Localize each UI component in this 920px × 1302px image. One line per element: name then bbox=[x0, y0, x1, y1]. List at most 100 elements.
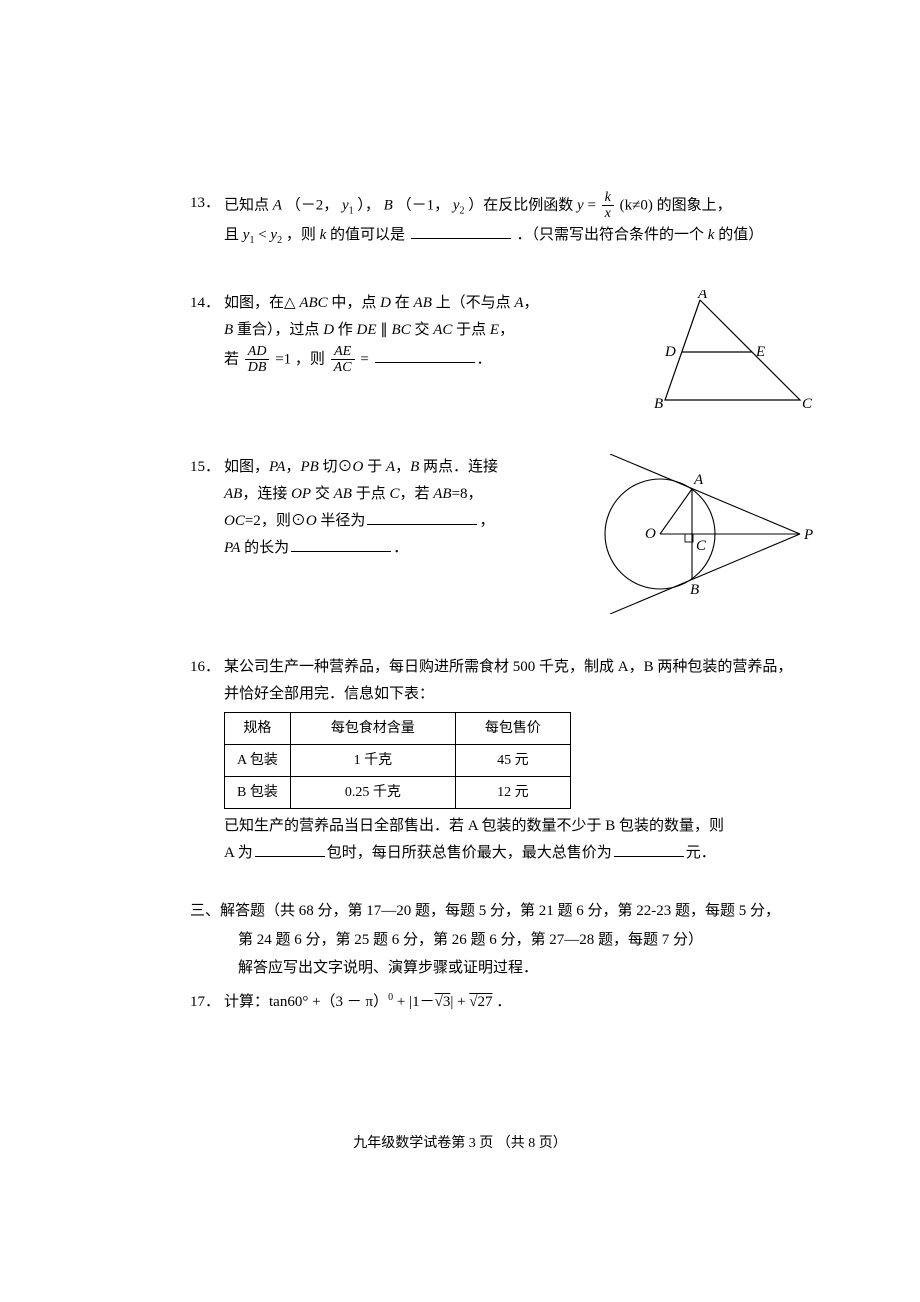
t: 如图，在 bbox=[224, 295, 284, 311]
q15-l1: 如图，PA，PB 切⊙O 于 A，B 两点．连接 bbox=[224, 454, 570, 481]
td: 12 元 bbox=[455, 777, 570, 809]
t: 包时，每日所获总售价最大，最大总售价为 bbox=[327, 845, 612, 861]
fig-label-D: D bbox=[664, 344, 676, 360]
t: D bbox=[323, 322, 334, 338]
td: A 包装 bbox=[225, 744, 291, 776]
q13-t: 的值） bbox=[718, 227, 763, 243]
t: 元． bbox=[686, 845, 716, 861]
q13-kne0: (k≠0) bbox=[620, 197, 653, 213]
fig-label-C: C bbox=[802, 396, 813, 412]
t: ， bbox=[285, 459, 300, 475]
q13-blank bbox=[411, 223, 511, 239]
q13-t: 的图象上， bbox=[657, 197, 732, 213]
t: 若 bbox=[224, 351, 239, 367]
t: AD bbox=[245, 344, 270, 360]
fig-label-A: A bbox=[697, 290, 708, 302]
q15-blank2 bbox=[291, 536, 391, 552]
t: E bbox=[490, 322, 499, 338]
t: OC bbox=[224, 513, 245, 529]
t: ， bbox=[524, 295, 539, 311]
q16-l3: 已知生产的营养品当日全部售出．若 A 包装的数量不少于 B 包装的数量，则 bbox=[190, 813, 820, 840]
q14-l3: 若 AD DB =1 ，则 AE AC = ． bbox=[190, 344, 620, 376]
q13-lt: < bbox=[258, 227, 270, 243]
question-13: 13． 已知点 A （－2， y1 ）， B （－1， y2 ）在反比例函数 y… bbox=[190, 190, 820, 250]
t: 于点 bbox=[352, 486, 390, 502]
t: ，则 bbox=[295, 351, 325, 367]
t: 计算：tan60° +（3 － π） bbox=[224, 994, 388, 1010]
t: 如图， bbox=[224, 459, 269, 475]
t: OP bbox=[291, 486, 311, 502]
t: O bbox=[353, 459, 364, 475]
t: 重合），过点 bbox=[233, 322, 323, 338]
q13-kk: k bbox=[320, 227, 327, 243]
q16-blank1 bbox=[255, 841, 325, 857]
t: ． bbox=[477, 351, 492, 367]
t: =1 bbox=[275, 351, 291, 367]
td: 1 千克 bbox=[290, 744, 455, 776]
q13-eq: = bbox=[587, 197, 599, 213]
t: 于点 bbox=[452, 322, 490, 338]
q13-x: x bbox=[602, 206, 614, 221]
t: 上（不与点 bbox=[432, 295, 515, 311]
question-17: 17． 计算：tan60° +（3 － π）0 + |1－√3| + √27 ． bbox=[190, 989, 820, 1016]
t: 两点．连接 bbox=[419, 459, 498, 475]
t: D bbox=[380, 295, 391, 311]
t: AE bbox=[331, 344, 355, 360]
q13-number: 13． bbox=[190, 190, 224, 217]
q13-y: y bbox=[577, 197, 584, 213]
q15-number: 15． bbox=[190, 454, 224, 481]
t: 27 bbox=[478, 994, 493, 1010]
q16-blank2 bbox=[614, 841, 684, 857]
q15-blank1 bbox=[367, 509, 477, 525]
sec3-l3: 解答应写出文字说明、演算步骤或证明过程． bbox=[190, 954, 820, 983]
th-price: 每包售价 bbox=[455, 712, 570, 744]
t: ABC bbox=[296, 295, 328, 311]
t: 中，点 bbox=[328, 295, 381, 311]
t: C bbox=[389, 486, 399, 502]
t: ， bbox=[479, 513, 494, 529]
t: ，则⊙ bbox=[261, 513, 306, 529]
q15-l2: AB，连接 OP 交 AB 于点 C，若 AB=8， bbox=[190, 481, 570, 508]
triangle-icon: △ bbox=[284, 295, 296, 311]
q13-t: 且 bbox=[224, 227, 243, 243]
q13-y2: y bbox=[453, 197, 460, 213]
t: B bbox=[410, 459, 419, 475]
fig-label-C: C bbox=[696, 538, 707, 554]
t: + |1－ bbox=[393, 994, 434, 1010]
fig-label-P: P bbox=[803, 527, 813, 543]
t: ∥ bbox=[377, 322, 392, 338]
page-footer: 九年级数学试卷第 3 页 （共 8 页） bbox=[0, 1132, 920, 1152]
q13-t: ，则 bbox=[286, 227, 320, 243]
q15-l3: OC=2，则⊙O 半径为， bbox=[190, 508, 570, 535]
q13-t: ）， bbox=[357, 197, 380, 213]
q14-blank bbox=[375, 347, 475, 363]
sec3-l2: 第 24 题 6 分，第 25 题 6 分，第 26 题 6 分，第 27—28… bbox=[190, 926, 820, 955]
q13-t: 的值可以是 bbox=[330, 227, 405, 243]
td: B 包装 bbox=[225, 777, 291, 809]
fig-label-B: B bbox=[690, 582, 699, 598]
t: PA bbox=[224, 540, 240, 556]
q13-frac: k x bbox=[602, 190, 614, 222]
t: AB bbox=[334, 486, 352, 502]
q13-y2s: 2 bbox=[460, 205, 465, 216]
q13-k: k bbox=[602, 190, 614, 206]
t: ， bbox=[499, 322, 514, 338]
t: DB bbox=[245, 360, 270, 375]
q14-l2: B 重合），过点 D 作 DE ∥ BC 交 AC 于点 E， bbox=[190, 317, 620, 344]
t: =8 bbox=[452, 486, 468, 502]
t: =2 bbox=[245, 513, 261, 529]
section-3-heading: 三、解答题（共 68 分，第 17—20 题，每题 5 分，第 21 题 6 分… bbox=[190, 897, 820, 983]
q14-frac1: AD DB bbox=[245, 344, 270, 376]
t: ． bbox=[393, 540, 408, 556]
q13-t: ）在反比例函数 bbox=[468, 197, 577, 213]
t: 切⊙ bbox=[319, 459, 353, 475]
t: 在 bbox=[391, 295, 414, 311]
t: BC bbox=[392, 322, 411, 338]
t: DE bbox=[357, 322, 377, 338]
t: | + bbox=[450, 994, 469, 1010]
fig-label-A: A bbox=[693, 472, 704, 488]
t: 交 bbox=[411, 322, 434, 338]
q16-number: 16． bbox=[190, 654, 224, 681]
q13-t: （－1， bbox=[397, 197, 450, 213]
question-16: 16． 某公司生产一种营养品，每日购进所需食材 500 千克，制成 A，B 两种… bbox=[190, 654, 820, 868]
